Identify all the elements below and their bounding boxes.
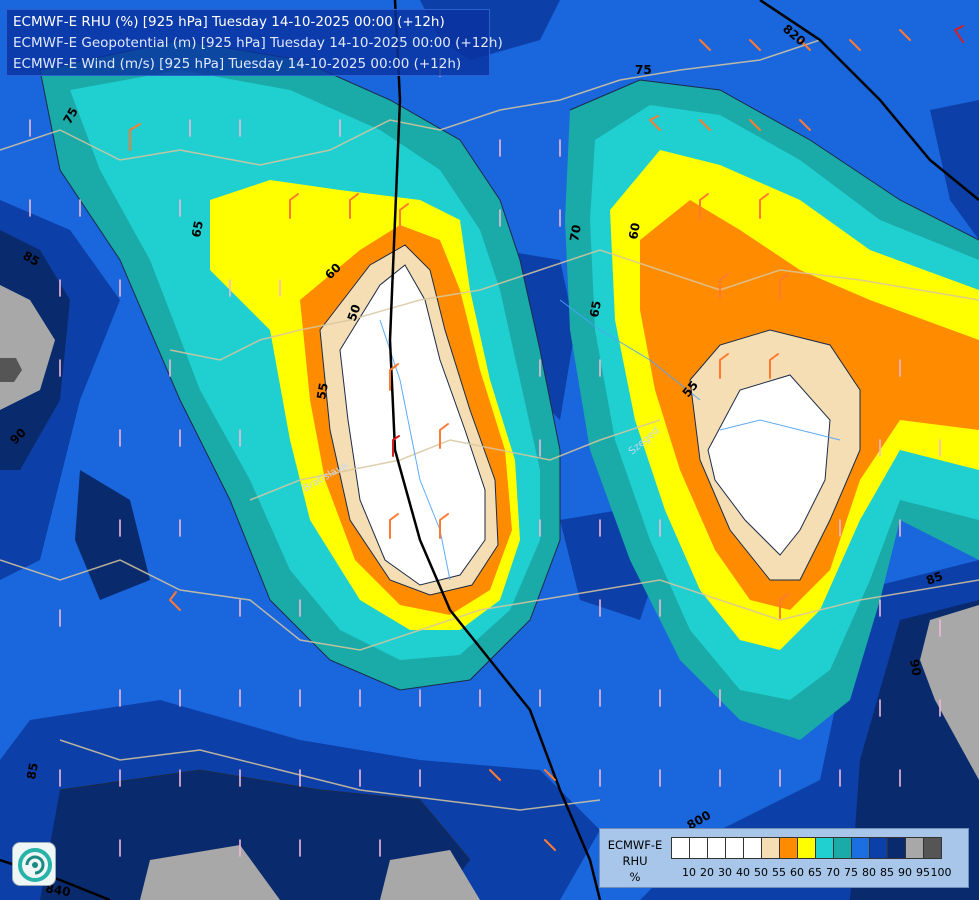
rhu-label-13: 90	[907, 658, 924, 677]
legend-variable: RHU	[622, 854, 648, 868]
rhu-90-95-south-b	[380, 850, 480, 900]
legend-unit: %	[629, 870, 641, 884]
legend-title: ECMWF-E RHU %	[604, 837, 666, 885]
rhu-label-2: 65	[189, 220, 206, 239]
legend-tick-5: 55	[772, 866, 786, 879]
rhu-lt55-west	[340, 265, 485, 585]
legend-swatch-4	[743, 837, 762, 859]
legend-swatch-13	[905, 837, 924, 859]
border-lines	[0, 39, 979, 811]
legend-tick-7: 65	[808, 866, 822, 879]
legend-tick-13: 95	[916, 866, 930, 879]
legend-tick-1: 20	[700, 866, 714, 879]
legend-swatches	[671, 837, 942, 859]
legend-ticks: 10 20 30 40 50 55 60 65 70 75 80 85 90 95 100	[671, 866, 967, 880]
rhu-90-95-south	[140, 845, 280, 900]
legend-swatch-12	[887, 837, 906, 859]
geo-label-1: 840	[44, 881, 71, 899]
legend-swatch-6	[779, 837, 798, 859]
legend-tick-4: 50	[754, 866, 768, 879]
rhu-85-90-left-mid	[75, 470, 150, 600]
header-line-wind: ECMWF-E Wind (m/s) [925 hPa] Tuesday 14-…	[13, 56, 462, 72]
rhu-80-85-ne	[930, 100, 979, 240]
rhu-lt55-east	[708, 375, 830, 555]
rhu-90-95-east	[920, 605, 979, 780]
legend-swatch-1	[689, 837, 708, 859]
legend-swatch-2	[707, 837, 726, 859]
river-lines	[379, 299, 841, 581]
rhu-label-10: 60	[626, 222, 643, 241]
swirl-logo-icon	[12, 842, 56, 886]
legend-tick-6: 60	[790, 866, 804, 879]
legend-model: ECMWF-E	[607, 838, 663, 852]
legend-swatch-7	[797, 837, 816, 859]
legend-tick-14: 100	[930, 866, 952, 879]
legend-swatch-3	[725, 837, 744, 859]
legend-tick-10: 80	[862, 866, 876, 879]
legend-swatch-10	[851, 837, 870, 859]
legend-tick-12: 90	[898, 866, 912, 879]
rhu-label-12: 85	[924, 569, 944, 588]
rhu-85-90-south	[40, 770, 470, 900]
map-header: ECMWF-E RHU (%) [925 hPa] Tuesday 14-10-…	[6, 9, 503, 76]
rhu-label-4: 50	[345, 303, 364, 323]
legend-tick-3: 40	[736, 866, 750, 879]
legend-swatch-9	[833, 837, 852, 859]
rhu-label-14: 85	[24, 762, 41, 781]
legend-tick-11: 85	[880, 866, 894, 879]
legend-tick-8: 70	[826, 866, 840, 879]
rhu-95-100-west	[0, 358, 22, 382]
header-line-rhu: ECMWF-E RHU (%) [925 hPa] Tuesday 14-10-…	[13, 14, 445, 30]
rhu-contour-lines	[39, 39, 979, 861]
legend-swatch-8	[815, 837, 834, 859]
rhu-label-8: 70	[567, 224, 584, 243]
legend-swatch-11	[869, 837, 888, 859]
header-line-geopotential: ECMWF-E Geopotential (m) [925 hPa] Tuesd…	[13, 35, 503, 51]
rhu-label-1: 75	[635, 63, 652, 77]
color-legend: ECMWF-E RHU % 10 20 30 40 50 55 60 65 70 75 80 85 90…	[599, 828, 969, 888]
rhu-label-5: 55	[314, 382, 331, 401]
legend-swatch-0	[671, 837, 690, 859]
legend-tick-0: 10	[682, 866, 696, 879]
legend-tick-9: 75	[844, 866, 858, 879]
legend-swatch-5	[761, 837, 780, 859]
rhu-label-9: 65	[587, 300, 604, 319]
legend-tick-2: 30	[718, 866, 732, 879]
legend-swatch-14	[923, 837, 942, 859]
